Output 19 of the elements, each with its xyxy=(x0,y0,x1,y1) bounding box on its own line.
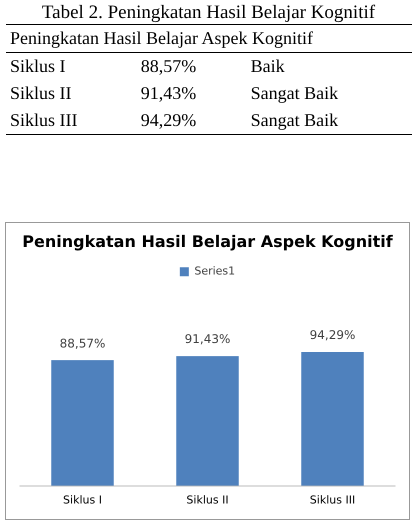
text: Tabel 2. Peningkatan Hasil Belajar Kognitif xyxy=(40,2,376,24)
data-label: 88,57% xyxy=(60,336,106,350)
text: Siklus II xyxy=(9,82,73,105)
data-label: 91,43% xyxy=(184,332,230,346)
text: Sangat Baik xyxy=(250,82,340,105)
text: Siklus I xyxy=(9,55,67,78)
text: Peningkatan Hasil Belajar Aspek Kognitif xyxy=(6,24,412,52)
x-tick-label: Siklus II xyxy=(186,493,229,506)
legend-label: Series1 xyxy=(194,264,236,278)
text: 94,29% xyxy=(136,107,247,134)
text: 88,57% xyxy=(140,55,198,78)
text: Siklus III xyxy=(6,107,137,134)
data-label: 94,29% xyxy=(310,328,356,342)
text: Baik xyxy=(250,55,286,78)
text: Sangat Baik xyxy=(246,107,412,134)
chart-title: Peningkatan Hasil Belajar Aspek Kognitif xyxy=(22,232,394,251)
x-tick-label: Siklus I xyxy=(63,493,102,506)
x-tick-label: Siklus III xyxy=(310,493,356,506)
text: 91,43% xyxy=(140,82,198,105)
